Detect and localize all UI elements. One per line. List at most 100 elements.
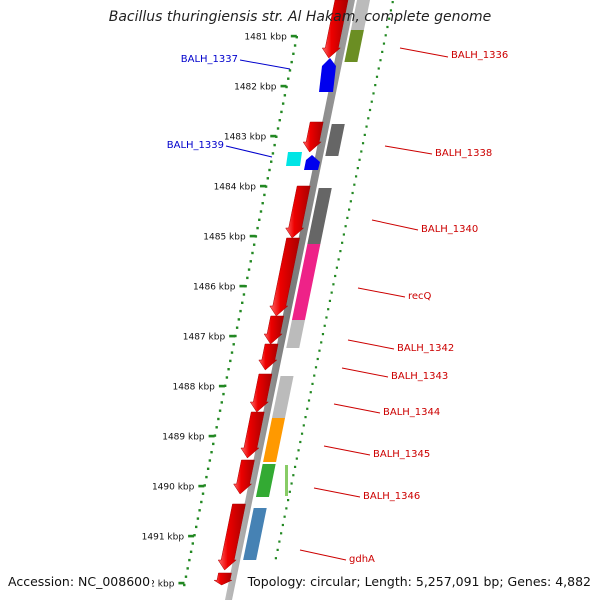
ruler-dot: [196, 517, 200, 520]
cog-dot: [391, 1, 394, 4]
gene-arrow: [285, 185, 311, 239]
cog-dot: [335, 266, 339, 269]
label-balh-1340: BALH_1340: [421, 224, 478, 235]
ruler-tick: [270, 134, 277, 138]
genome-backbone: [225, 0, 355, 600]
ruler-dot: [232, 343, 235, 346]
leader-balh-1339: [225, 145, 273, 158]
ruler-dot: [278, 119, 281, 122]
cog-dot: [365, 125, 368, 128]
label-recq: recQ: [408, 291, 432, 302]
ruler-dot: [189, 550, 193, 553]
ruler-dot: [275, 135, 278, 138]
cog-dot: [389, 9, 393, 12]
label-balh-1346: BALH_1346: [363, 491, 420, 502]
ruler-tick-label: 1486 kbp: [193, 283, 236, 293]
ruler-dot: [287, 77, 290, 80]
cog-dot: [370, 100, 373, 103]
cog-dot: [318, 349, 321, 352]
ruler-dot: [186, 567, 189, 570]
gene-arrow: [233, 459, 255, 495]
cog-block: [350, 0, 370, 30]
leader-recq: [357, 287, 406, 298]
label-balh-1336: BALH_1336: [451, 50, 508, 61]
ruler-dot: [213, 434, 217, 437]
leader-balh-1340: [371, 219, 419, 231]
gene-arrow: [217, 503, 246, 571]
ruler-tick: [188, 534, 195, 538]
cog-dot: [314, 366, 318, 369]
cog-dot: [287, 499, 290, 502]
cog-block: [307, 188, 332, 244]
ruler-dot: [208, 459, 212, 462]
ruler-tick: [249, 234, 256, 238]
cog-dot: [363, 133, 366, 136]
cog-dot: [285, 507, 288, 510]
ruler-dot: [281, 102, 285, 105]
backbone-line: [225, 0, 355, 600]
ruler-dot: [288, 69, 292, 72]
ruler-dot: [241, 301, 244, 304]
cog-dot: [377, 67, 380, 70]
ruler-tick-label: 1485 kbp: [203, 233, 246, 243]
ruler-dot: [273, 143, 276, 147]
ruler-dot: [254, 235, 258, 238]
gene-arrow: [258, 343, 279, 371]
gene-balh-1339: [286, 152, 302, 166]
ruler-dot: [210, 451, 213, 454]
ruler-tick-label: 1483 kbp: [224, 133, 267, 143]
ruler-dot: [244, 285, 247, 288]
ruler-dot: [206, 467, 210, 470]
cog-dot: [356, 167, 359, 170]
ruler-dot: [201, 492, 205, 495]
cog-dot: [381, 50, 384, 53]
gene-features: [213, 0, 370, 586]
ruler-dot: [200, 500, 203, 504]
ruler-dot: [249, 260, 252, 263]
ruler-dot: [266, 177, 270, 180]
cog-dot: [290, 482, 293, 485]
cog-dot: [328, 299, 332, 302]
cog-block: [263, 418, 286, 462]
cog-dot: [358, 158, 361, 161]
cog-detail: [285, 465, 288, 496]
cog-dot: [316, 357, 319, 361]
cog-dot: [274, 557, 277, 560]
cog-dot: [337, 258, 340, 261]
ruler-dot: [218, 409, 222, 412]
cog-dot: [307, 399, 311, 402]
cog-dot: [339, 250, 342, 253]
cog-dot: [327, 308, 330, 311]
ruler-tick-label: 1487 kbp: [183, 333, 226, 343]
cog-dot: [299, 440, 302, 444]
cog-dot: [281, 523, 284, 527]
ruler-dot: [183, 583, 186, 587]
ruler-tick-label: 1491 kbp: [142, 533, 185, 543]
ruler-tick-label: 1482 kbp: [234, 83, 277, 93]
label-gdha: gdhA: [349, 554, 375, 565]
leader-balh-1342: [347, 339, 395, 350]
ruler-dot: [222, 392, 225, 396]
leader-balh-1343: [341, 367, 389, 378]
ruler-dot: [223, 384, 227, 387]
cog-dot: [302, 424, 305, 427]
label-balh-1343: BALH_1343: [391, 371, 448, 382]
ruler-dot: [205, 475, 208, 479]
ruler-dots: [183, 36, 298, 587]
cog-dot: [320, 341, 323, 344]
ruler-dot: [251, 251, 254, 255]
ruler-tick-label: 1488 kbp: [172, 383, 215, 393]
ruler-dot: [225, 376, 229, 379]
cog-block: [243, 508, 267, 560]
cog-block: [344, 30, 364, 62]
cog-dot: [321, 333, 325, 336]
cog-dot: [354, 175, 358, 178]
ruler-dot: [256, 226, 259, 230]
ruler-dot: [258, 218, 261, 221]
gene-arrow: [263, 315, 285, 345]
ruler-dot: [292, 52, 295, 55]
ruler-dot: [227, 368, 230, 371]
leader-balh-1344: [333, 403, 381, 414]
label-balh-1339: BALH_1339: [167, 140, 224, 151]
cog-block: [291, 244, 321, 320]
